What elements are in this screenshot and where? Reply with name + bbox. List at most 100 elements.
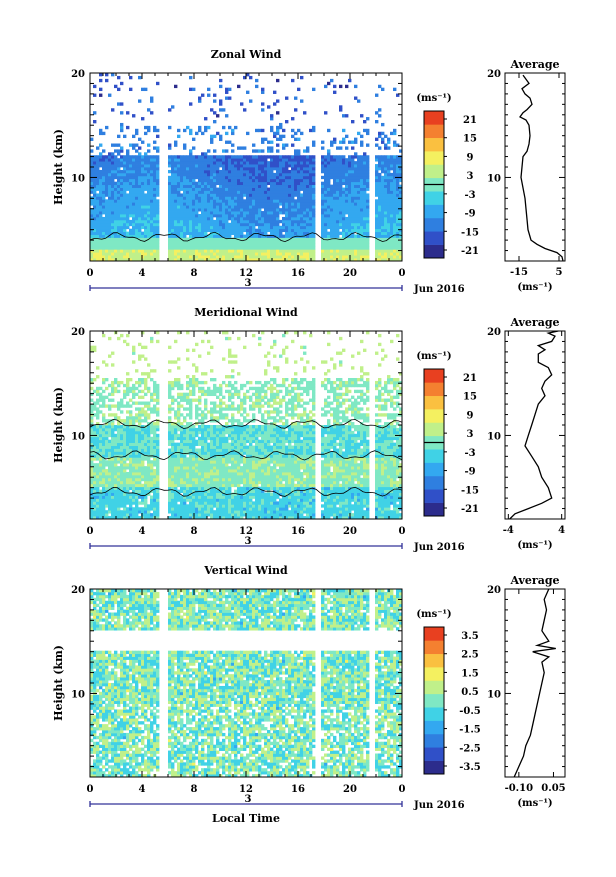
heatmap-cell [249, 164, 252, 167]
heatmap-cell [90, 232, 93, 235]
heatmap-cell [105, 193, 108, 196]
heatmap-cell [150, 443, 153, 446]
heatmap-cell [297, 188, 300, 191]
heatmap-cell [150, 498, 153, 501]
heatmap-cell [171, 437, 174, 440]
heatmap-cell [363, 164, 366, 167]
heatmap-cell [138, 434, 141, 437]
heatmap-cell [306, 240, 309, 243]
heatmap-cell [126, 173, 129, 176]
heatmap-cell [225, 255, 228, 258]
heatmap-cell [114, 449, 117, 452]
heatmap-cell [393, 141, 396, 144]
heatmap-cell [93, 167, 96, 170]
heatmap-cell [150, 243, 153, 246]
heatmap-cell [207, 179, 210, 182]
heatmap-cell [126, 428, 129, 431]
heatmap-cell [336, 146, 339, 149]
heatmap-cell [198, 161, 201, 164]
heatmap-cell [324, 238, 327, 241]
heatmap-cell [135, 443, 138, 446]
heatmap-cell [93, 484, 96, 487]
heatmap-cell [339, 164, 342, 167]
heatmap-cell [297, 246, 300, 249]
heatmap-cell [138, 381, 141, 384]
heatmap-cell [96, 466, 99, 469]
heatmap-cell [204, 161, 207, 164]
heatmap-cell [309, 214, 312, 217]
heatmap-cell [396, 217, 399, 220]
heatmap-cell [342, 199, 345, 202]
heatmap-cell [126, 182, 129, 185]
heatmap-cell [207, 240, 210, 243]
heatmap-cell [147, 428, 150, 431]
heatmap-cell [309, 205, 312, 208]
heatmap-cell [273, 246, 276, 249]
heatmap-cell [132, 463, 135, 466]
heatmap-cell [102, 413, 105, 416]
heatmap-cell [156, 161, 159, 164]
heatmap-cell [270, 229, 273, 232]
heatmap-cell [285, 229, 288, 232]
heatmap-cell [108, 446, 111, 449]
heatmap-cell [312, 246, 315, 249]
heatmap-cell [99, 478, 102, 481]
heatmap-cell [366, 155, 369, 158]
heatmap-cell [297, 223, 300, 226]
heatmap-cell [150, 214, 153, 217]
heatmap-cell [114, 158, 117, 161]
heatmap-cell [102, 188, 105, 191]
heatmap-cell [135, 196, 138, 199]
heatmap-cell [327, 188, 330, 191]
heatmap-cell [381, 249, 384, 252]
heatmap-cell [381, 170, 384, 173]
heatmap-cell [276, 173, 279, 176]
heatmap-cell [138, 484, 141, 487]
heatmap-cell [102, 205, 105, 208]
heatmap-cell [177, 135, 180, 138]
heatmap-cell [228, 205, 231, 208]
heatmap-cell [282, 182, 285, 185]
heatmap-cell [225, 202, 228, 205]
heatmap-cell [207, 196, 210, 199]
heatmap-cell [336, 235, 339, 238]
heatmap-cell [198, 232, 201, 235]
heatmap-cell [129, 223, 132, 226]
heatmap-cell [354, 85, 357, 88]
heatmap-cell [378, 114, 381, 117]
heatmap-cell [276, 158, 279, 161]
heatmap-cell [135, 466, 138, 469]
heatmap-cell [342, 252, 345, 255]
heatmap-cell [153, 493, 156, 496]
heatmap-cell [330, 144, 333, 147]
heatmap-cell [105, 252, 108, 255]
heatmap-cell [93, 457, 96, 460]
heatmap-cell [195, 232, 198, 235]
heatmap-cell [327, 129, 330, 132]
heatmap-cell [381, 208, 384, 211]
heatmap-cell [291, 129, 294, 132]
heatmap-cell [234, 240, 237, 243]
heatmap-cell [219, 238, 222, 241]
heatmap-cell [285, 176, 288, 179]
heatmap-cell [177, 240, 180, 243]
heatmap-cell [108, 202, 111, 205]
heatmap-cell [240, 179, 243, 182]
heatmap-cell [105, 513, 108, 516]
heatmap-cell [189, 205, 192, 208]
heatmap-cell [225, 226, 228, 229]
heatmap-cell [99, 246, 102, 249]
heatmap-cell [330, 170, 333, 173]
heatmap-cell [288, 202, 291, 205]
heatmap-cell [333, 252, 336, 255]
heatmap-cell [198, 188, 201, 191]
heatmap-cell [207, 199, 210, 202]
heatmap-cell [111, 176, 114, 179]
heatmap-cell [348, 191, 351, 194]
heatmap-cell [312, 229, 315, 232]
heatmap-cell [291, 240, 294, 243]
heatmap-cell [189, 185, 192, 188]
heatmap-cell [99, 399, 102, 402]
heatmap-cell [177, 191, 180, 194]
heatmap-cell [117, 484, 120, 487]
